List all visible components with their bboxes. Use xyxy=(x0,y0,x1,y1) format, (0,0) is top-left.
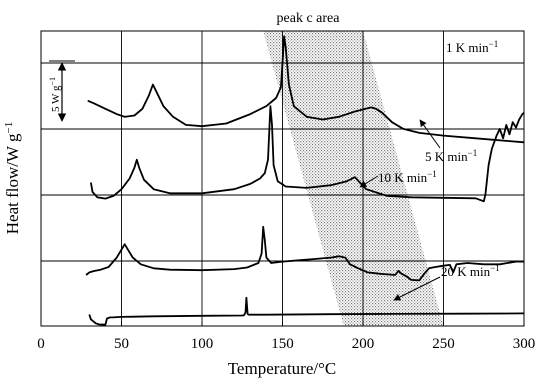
x-tick-label-200: 200 xyxy=(352,336,375,352)
series-label-10-sup: −1 xyxy=(427,169,437,179)
x-tick-label-250: 250 xyxy=(432,336,455,352)
series-line-1 xyxy=(89,298,524,325)
x-axis-label: Temperature/°C xyxy=(228,359,337,378)
scale-bar-sup: −1 xyxy=(48,77,57,86)
peak-c-area-label: peak c area xyxy=(277,11,341,26)
x-tick-label-0: 0 xyxy=(37,336,45,352)
y-axis-label-sup: −1 xyxy=(3,122,15,134)
series-label-10: 10 K min−1 xyxy=(378,169,437,185)
series-label-20: 20 K min−1 xyxy=(441,263,500,279)
series-label-5: 5 K min−1 xyxy=(425,148,477,164)
y-axis-label-text: Heat flow/W g xyxy=(3,133,22,234)
scale-bar-label: 5 W g xyxy=(50,85,62,112)
scale-bar: 5 W g−1 xyxy=(48,61,75,121)
series-label-5-sup: −1 xyxy=(468,148,478,158)
series-label-20-sup: −1 xyxy=(490,263,500,273)
series-label-10-text: 10 K min xyxy=(378,170,428,185)
x-tick-label-50: 50 xyxy=(114,336,129,352)
series-label-1-text: 1 K min xyxy=(446,40,489,55)
x-tick-label-100: 100 xyxy=(191,336,214,352)
series-label-1: 1 K min−1 xyxy=(446,39,498,55)
y-axis-label: Heat flow/W g−1 xyxy=(3,122,22,234)
series-label-20-text: 20 K min xyxy=(441,264,491,279)
svg-text:5 W g−1: 5 W g−1 xyxy=(48,77,62,112)
x-tick-label-300: 300 xyxy=(513,336,536,352)
series-label-5-text: 5 K min xyxy=(425,149,468,164)
series-label-1-sup: −1 xyxy=(489,39,499,49)
x-tick-label-150: 150 xyxy=(271,336,294,352)
